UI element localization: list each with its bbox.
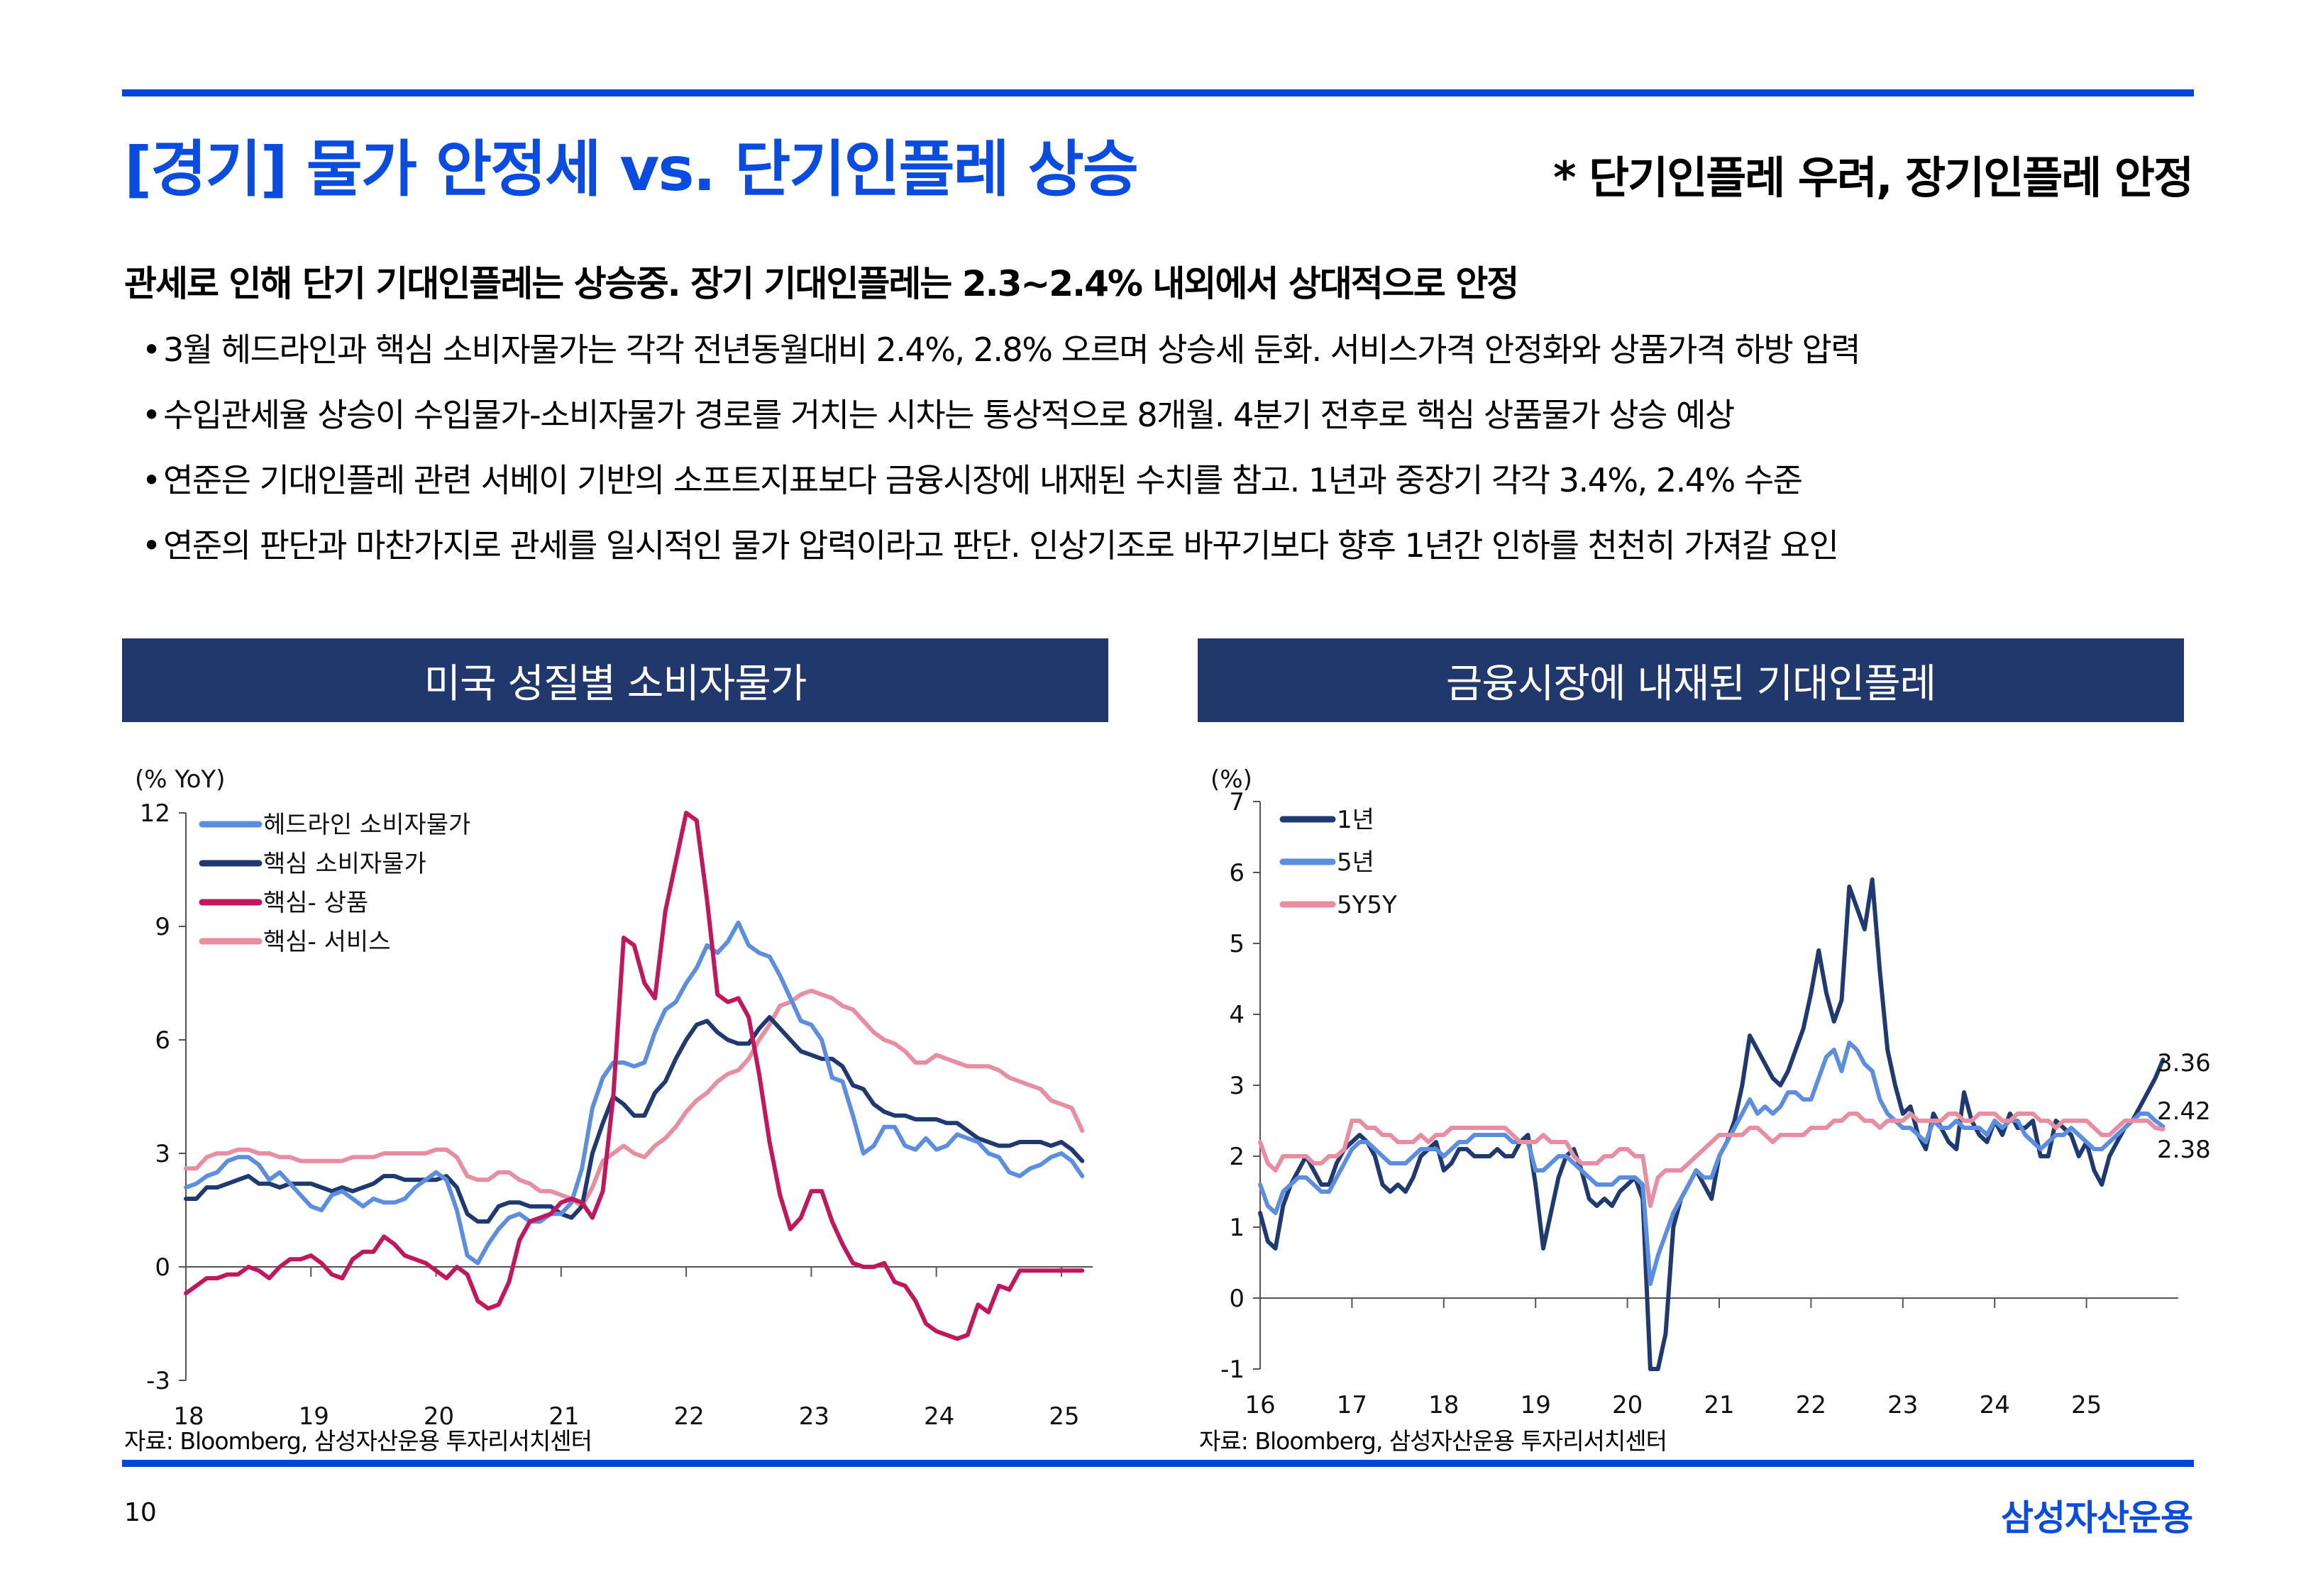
x-tick-label: 23 — [799, 1402, 829, 1431]
x-tick-label: 25 — [2071, 1391, 2102, 1419]
bullet-glyph: • — [142, 461, 161, 499]
chart-right-title: 금융시장에 내재된 기대인플레 — [1198, 638, 2184, 722]
bullet-item: •3월 헤드라인과 핵심 소비자물가는 각각 전년동월대비 2.4%, 2.8%… — [142, 331, 1861, 399]
series-line-2 — [184, 1015, 1085, 1224]
end-value-label: 2.42 — [2157, 1097, 2211, 1126]
x-tick-label: 18 — [1428, 1391, 1459, 1419]
series-line-3 — [184, 811, 1085, 1341]
x-tick-label: 22 — [1796, 1391, 1826, 1419]
bullet-item: •수입관세율 상승이 수입물가-소비자물가 경로를 거치는 시차는 통상적으로 … — [142, 399, 1860, 464]
y-tick-label: 4 — [1229, 1001, 1245, 1029]
legend-label: 핵심- 상품 — [263, 889, 368, 917]
cpi-chart: (% YoY) -3 0 3 6 9 12 18 19 20 21 22 23 24 25 헤드라인 소비자물… — [135, 765, 1093, 1431]
chart-right-source: 자료: Bloomberg, 삼성자산운용 투자리서치센터 — [1199, 1427, 1667, 1455]
y-tick-label: 6 — [155, 1026, 170, 1055]
bullet-list: •3월 헤드라인과 핵심 소비자물가는 각각 전년동월대비 2.4%, 2.8%… — [142, 331, 1861, 594]
x-tick-label: 23 — [1887, 1391, 1918, 1419]
chart-left-source: 자료: Bloomberg, 삼성자산운용 투자리서치센터 — [124, 1427, 592, 1455]
series-line-4 — [184, 988, 1085, 1209]
x-tick-label: 24 — [1980, 1391, 2010, 1419]
legend-label: 핵심 소비자물가 — [263, 850, 426, 878]
headline: 관세로 인해 단기 기대인플레는 상승중. 장기 기대인플레는 2.3~2.4%… — [124, 263, 1519, 304]
y-tick-label: 5 — [1229, 930, 1245, 958]
bullet-item: •연준은 기대인플레 관련 서베이 기반의 소프트지표보다 금융시장에 내재된 … — [142, 464, 1860, 529]
bullet-glyph: • — [142, 331, 161, 369]
x-tick-label: 19 — [1521, 1391, 1551, 1419]
y-tick-label: -1 — [1220, 1356, 1245, 1384]
x-tick-label: 20 — [1612, 1391, 1643, 1419]
y-axis-label: (% YoY) — [135, 765, 225, 794]
x-tick-label: 17 — [1337, 1391, 1367, 1419]
y-tick-label: 0 — [1229, 1285, 1245, 1313]
y-tick-label: 0 — [155, 1253, 170, 1282]
series-line-1 — [184, 920, 1085, 1265]
x-tick-label: 21 — [548, 1402, 579, 1431]
y-tick-label: 2 — [1229, 1143, 1245, 1171]
page-tagline: * 단기인플레 우려, 장기인플레 안정 — [1553, 152, 2194, 204]
brand-logo: 삼성자산운용 — [2001, 1497, 2193, 1539]
legend-label: 1년 — [1337, 806, 1374, 834]
bullet-text: 연준은 기대인플레 관련 서베이 기반의 소프트지표보다 금융시장에 내재된 수… — [163, 461, 1803, 499]
bullet-text: 3월 헤드라인과 핵심 소비자물가는 각각 전년동월대비 2.4%, 2.8% … — [163, 331, 1861, 369]
bullet-glyph: • — [142, 526, 161, 565]
x-tick-label: 16 — [1245, 1391, 1275, 1419]
y-tick-label: 1 — [1229, 1214, 1245, 1242]
page-number: 10 — [124, 1498, 157, 1527]
chart-left-title: 미국 성질별 소비자물가 — [122, 638, 1108, 722]
bottom-rule — [122, 1460, 2194, 1467]
legend-label: 핵심- 서비스 — [263, 928, 390, 956]
y-tick-label: 7 — [1229, 788, 1245, 816]
series-line-3 — [1258, 1112, 2166, 1208]
bullet-glyph: • — [142, 396, 161, 434]
x-tick-label: 22 — [673, 1402, 704, 1431]
y-tick-label: 6 — [1229, 859, 1245, 887]
y-axis-label: (%) — [1210, 765, 1252, 794]
y-tick-label: 9 — [155, 913, 170, 941]
y-tick-label: 3 — [155, 1140, 170, 1168]
series-line-1 — [1258, 877, 2166, 1371]
y-tick-label: -3 — [146, 1367, 170, 1395]
x-tick-label: 24 — [924, 1402, 954, 1431]
bullet-text: 수입관세율 상승이 수입물가-소비자물가 경로를 거치는 시차는 통상적으로 8… — [163, 396, 1735, 434]
x-tick-label: 19 — [299, 1402, 329, 1431]
end-value-label: 3.36 — [2157, 1049, 2211, 1077]
bullet-text: 연준의 판단과 마찬가지로 관세를 일시적인 물가 압력이라고 판단. 인상기조… — [163, 526, 1839, 565]
end-value-label: 2.38 — [2157, 1136, 2211, 1164]
page-title: [경기] 물가 안정세 vs. 단기인플레 상승 — [124, 134, 1139, 205]
top-rule — [122, 89, 2194, 96]
series-line-2 — [1258, 1041, 2166, 1286]
legend-label: 헤드라인 소비자물가 — [263, 811, 470, 839]
y-tick-label: 3 — [1229, 1072, 1245, 1100]
x-tick-label: 18 — [173, 1402, 204, 1431]
legend-label: 5Y5Y — [1337, 891, 1397, 919]
legend-label: 5년 — [1337, 848, 1374, 877]
x-tick-label: 20 — [424, 1402, 454, 1431]
bullet-item: •연준의 판단과 마찬가지로 관세를 일시적인 물가 압력이라고 판단. 인상기… — [142, 529, 1860, 594]
y-tick-label: 12 — [140, 799, 170, 828]
x-tick-label: 21 — [1704, 1391, 1734, 1419]
x-tick-label: 25 — [1049, 1402, 1079, 1431]
